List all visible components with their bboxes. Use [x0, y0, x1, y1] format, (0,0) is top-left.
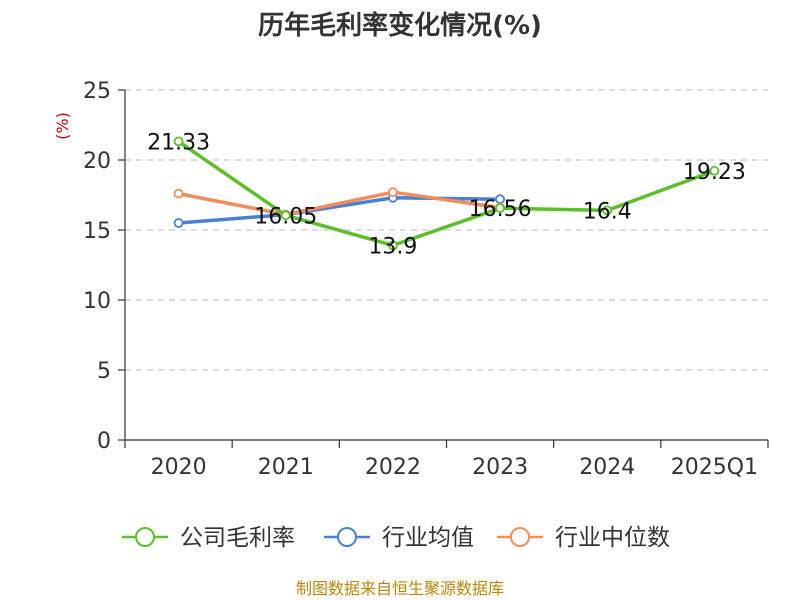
data-point: [495, 203, 505, 214]
y-tick-label: 10: [83, 289, 111, 314]
data-point: [388, 240, 398, 251]
source-note: 制图数据来自恒生聚源数据库: [296, 579, 504, 598]
series-3: [173, 187, 505, 220]
y-tick-label: 25: [83, 79, 111, 104]
legend-marker: [135, 527, 155, 547]
y-tick-label: 0: [97, 429, 111, 454]
axes: 0 5 10 15 20 25 2020 2021 2022 2023 2024 2025Q1: [83, 79, 769, 480]
data-label: 16.05: [254, 204, 317, 229]
data-label: 21.33: [147, 130, 210, 155]
legend-label: 公司毛利率: [180, 525, 295, 551]
y-tick-label: 15: [83, 219, 111, 244]
series-1: [173, 136, 720, 251]
data-label: 19.23: [683, 160, 746, 185]
data-point: [602, 205, 613, 216]
legend-item-2: 行业均值: [324, 525, 474, 551]
y-axis-label: (%): [53, 112, 72, 140]
data-label: 13.9: [368, 234, 417, 259]
data-labels: 21.33 16.05 13.9 16.56 16.4 19.23: [147, 130, 746, 259]
data-point: [173, 218, 184, 228]
legend-marker: [510, 527, 530, 547]
y-tick-label: 20: [83, 149, 111, 174]
x-tick-label: 2022: [365, 455, 421, 480]
x-tick-label: 2025Q1: [671, 455, 758, 480]
data-label: 16.56: [469, 197, 532, 222]
legend-marker: [337, 527, 357, 547]
series-line: [177, 139, 716, 248]
chart-title: 历年毛利率变化情况(%): [258, 10, 542, 41]
legend: 公司毛利率 行业均值 行业中位数: [122, 525, 670, 551]
data-label: 16.4: [583, 199, 632, 224]
series-line: [178, 190, 501, 217]
x-tick-label: 2024: [579, 455, 635, 480]
y-tick-label: 5: [97, 359, 111, 384]
data-point: [709, 165, 720, 176]
data-point: [173, 188, 184, 199]
series-layer: [173, 136, 720, 251]
x-tick-label: 2021: [258, 455, 314, 480]
legend-item-1: 公司毛利率: [122, 525, 295, 551]
x-tick-label: 2020: [151, 455, 207, 480]
x-tick-label: 2023: [472, 455, 528, 480]
grid-lines: [125, 89, 768, 371]
series-2: [173, 192, 505, 228]
data-point: [388, 187, 398, 198]
legend-item-3: 行业中位数: [497, 525, 670, 551]
legend-label: 行业均值: [382, 525, 474, 551]
data-point: [173, 136, 184, 147]
data-point: [280, 210, 291, 221]
legend-label: 行业中位数: [555, 525, 670, 551]
